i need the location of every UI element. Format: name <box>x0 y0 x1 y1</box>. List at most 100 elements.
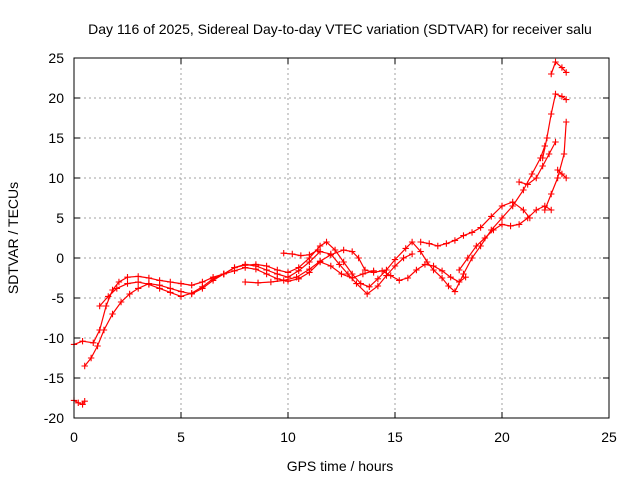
track-9 <box>541 118 570 214</box>
track-1-point-35 <box>402 245 409 252</box>
track-1-point-25 <box>316 242 324 250</box>
track-4-point-17 <box>413 266 420 274</box>
track-1-point-28 <box>340 258 347 266</box>
track-12-point-2 <box>558 64 566 71</box>
track-3-point-10 <box>199 283 206 290</box>
track-6-point-9 <box>498 202 506 210</box>
track-12-point-1 <box>552 58 559 66</box>
series-layer <box>70 58 570 408</box>
track-4-point-12 <box>370 269 377 276</box>
track-9-point-3 <box>560 150 568 158</box>
track-12 <box>548 58 570 78</box>
track-1-point-9 <box>145 274 153 282</box>
track-13-trace <box>73 399 86 406</box>
chart-title: Day 116 of 2025, Sidereal Day-to-day VTE… <box>88 21 592 37</box>
y-tick-label-9: 25 <box>48 50 64 66</box>
track-7-point-8 <box>524 214 531 222</box>
track-4-point-23 <box>462 274 469 281</box>
track-10-point-1 <box>543 134 551 142</box>
track-12-trace <box>550 60 567 75</box>
track-6-point-8 <box>488 213 495 220</box>
track-3-point-4 <box>135 278 142 286</box>
track-3-point-11 <box>209 275 217 282</box>
track-7 <box>456 202 555 274</box>
track-6-point-11 <box>520 206 527 214</box>
track-3-point-5 <box>145 281 153 288</box>
track-1-point-36 <box>408 238 416 246</box>
track-9-point-0 <box>541 206 548 214</box>
track-4-point-20 <box>438 267 446 274</box>
track-2-point-5 <box>117 298 125 306</box>
track-9-point-4 <box>563 118 570 126</box>
track-3-point-2 <box>113 285 120 292</box>
track-7-point-2 <box>473 242 480 250</box>
y-tick-label-7: 15 <box>48 130 64 146</box>
track-4-point-21 <box>447 274 454 281</box>
track-4-point-10 <box>355 254 362 262</box>
track-2-point-34 <box>408 250 416 258</box>
track-13-point-3 <box>81 398 88 405</box>
track-5-point-2 <box>297 252 305 259</box>
track-9-point-1 <box>548 190 555 198</box>
track-7-point-4 <box>490 226 497 234</box>
y-tick-label-0: -20 <box>44 410 64 426</box>
track-1-point-27 <box>331 246 339 254</box>
x-axis-label: GPS time / hours <box>287 458 394 474</box>
track-5-point-0 <box>280 250 287 257</box>
track-1-point-50 <box>528 170 536 178</box>
track-3-point-8 <box>177 293 185 300</box>
y-tick-label-3: -5 <box>52 290 65 306</box>
track-7-trace <box>458 205 552 271</box>
track-3-point-22 <box>327 262 334 270</box>
track-2-point-4 <box>109 310 116 318</box>
y-tick-label-1: -15 <box>44 370 64 386</box>
track-7-point-6 <box>507 222 514 230</box>
track-1-point-4 <box>102 302 110 310</box>
track-1-point-11 <box>167 278 174 286</box>
track-5-point-1 <box>289 250 296 258</box>
track-2-point-33 <box>400 254 407 262</box>
track-4-point-14 <box>387 272 394 279</box>
track-5-point-3 <box>306 251 313 258</box>
track-2-point-30 <box>374 282 382 290</box>
track-6-point-4 <box>451 237 459 244</box>
track-2-point-29 <box>363 290 371 298</box>
track-10-point-0 <box>539 154 546 162</box>
track-1-point-13 <box>188 282 195 289</box>
track-4-point-16 <box>404 274 412 282</box>
track-11 <box>554 166 570 182</box>
track-1-point-42 <box>451 288 459 295</box>
track-4-point-2 <box>267 278 275 286</box>
track-2-point-2 <box>94 342 101 350</box>
track-8-point-2 <box>533 174 540 182</box>
track-9-point-2 <box>554 174 561 182</box>
track-2-point-22 <box>295 267 302 274</box>
track-8 <box>515 138 559 188</box>
track-4-point-0 <box>242 278 249 286</box>
track-7-point-11 <box>548 206 555 214</box>
track-10 <box>539 90 570 162</box>
track-1-point-31 <box>366 283 373 290</box>
track-3-point-0 <box>96 302 103 310</box>
track-2-point-1 <box>87 354 95 362</box>
track-1-point-8 <box>135 273 142 280</box>
track-3-point-7 <box>167 289 174 296</box>
track-3-point-13 <box>231 267 238 274</box>
track-3-point-16 <box>263 270 270 278</box>
track-7-point-0 <box>456 266 463 274</box>
track-8-point-4 <box>545 150 553 158</box>
track-4-point-5 <box>306 266 313 273</box>
y-tick-label-4: 0 <box>56 250 64 266</box>
track-4-point-1 <box>254 279 262 286</box>
track-2-point-7 <box>135 285 142 292</box>
track-10-point-5 <box>563 96 570 103</box>
track-3-point-12 <box>220 270 227 278</box>
track-1-point-40 <box>438 274 446 282</box>
track-5-point-4 <box>314 246 322 254</box>
track-7-point-7 <box>515 221 523 228</box>
track-3-point-9 <box>188 290 195 297</box>
track-1-point-6 <box>115 278 123 286</box>
track-11-point-0 <box>554 166 561 174</box>
track-3-point-3 <box>124 280 131 287</box>
